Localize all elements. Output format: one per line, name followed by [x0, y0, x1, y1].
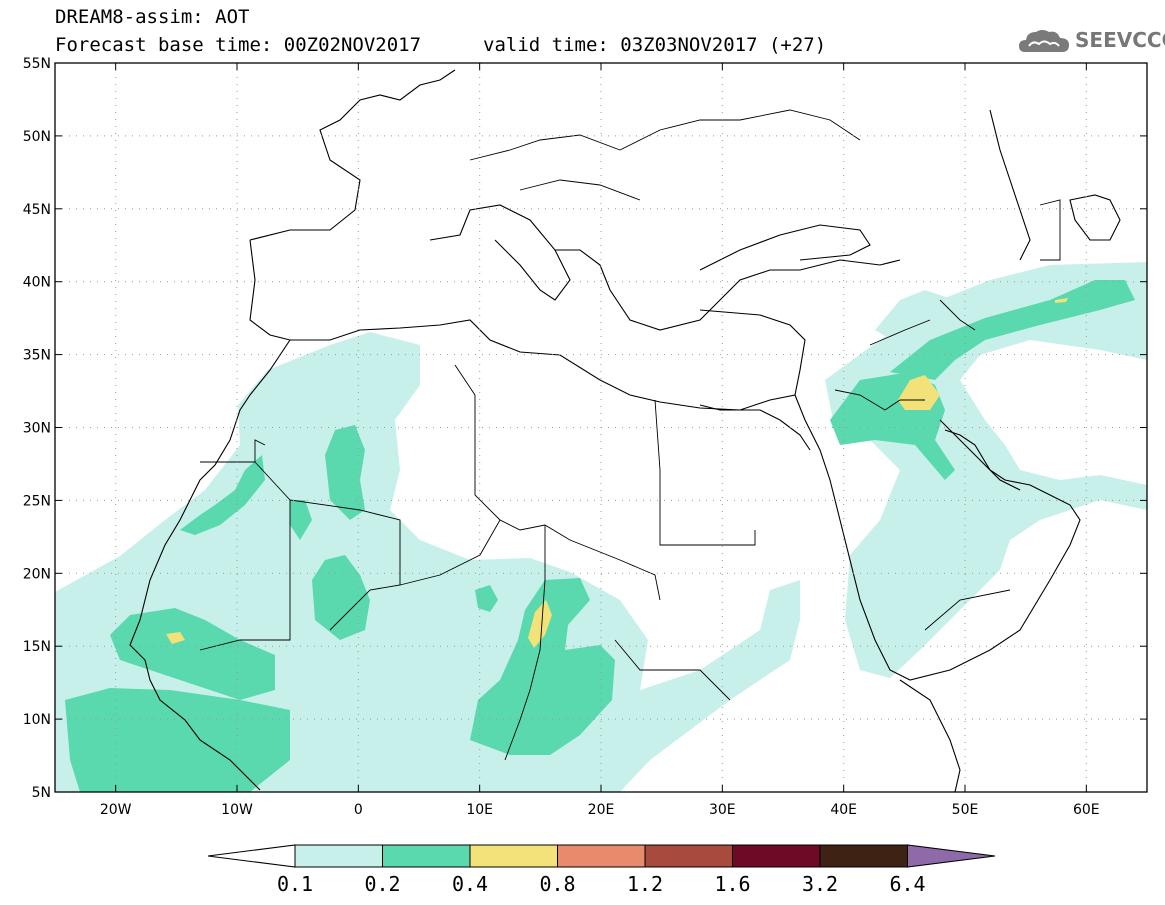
lat-tick-label: 15N: [23, 639, 51, 655]
seevccc-logo: SEEVCCC: [1017, 26, 1165, 56]
coastlines: [129, 69, 1121, 792]
map-grid: [55, 63, 1147, 792]
colorbar-label: 1.2: [627, 872, 663, 896]
valid-time: valid time: 03Z03NOV2017 (+27): [483, 34, 827, 56]
cloud-icon: [1019, 30, 1069, 52]
lat-tick-label: 55N: [23, 56, 51, 72]
forecast-times: Forecast base time: 00Z02NOV2017 valid ti…: [55, 34, 826, 56]
lon-tick-label: 20E: [588, 802, 615, 818]
aot-colorbar: 0.1 0.2 0.4 0.8 1.2 1.6 3.2 6.4: [207, 844, 996, 896]
lat-tick-label: 45N: [23, 202, 51, 218]
lat-tick-label: 35N: [23, 348, 51, 364]
colorbar-label: 1.6: [714, 872, 750, 896]
colorbar-label: 6.4: [889, 872, 925, 896]
colorbar-segment: [469, 844, 558, 868]
country-borders: [199, 109, 1061, 761]
colorbar-label: 0.2: [364, 872, 400, 896]
lat-tick-label: 40N: [23, 275, 51, 291]
colorbar-segment: [819, 844, 908, 868]
lon-tick-label: 50E: [952, 802, 979, 818]
lat-tick-label: 50N: [23, 129, 51, 145]
aot-field: [55, 262, 1147, 792]
colorbar-over-arrow: [907, 844, 996, 868]
colorbar-label: 0.4: [452, 872, 488, 896]
map-title: DREAM8-assim: AOT: [55, 6, 250, 28]
logo-text: SEEVCCC: [1075, 28, 1165, 52]
lon-tick-label: 0: [354, 802, 363, 818]
longitude-axis: 20W 10W 0 10E 20E 30E 40E 50E 60E: [100, 63, 1100, 818]
latitude-axis: 55N 50N 45N 40N 35N 30N 25N 20N 15N 10N 5N: [23, 56, 1147, 801]
lat-tick-label: 5N: [32, 785, 51, 801]
lat-tick-label: 25N: [23, 493, 51, 509]
colorbar-label: 0.8: [539, 872, 575, 896]
lat-tick-label: 20N: [23, 566, 51, 582]
lon-tick-label: 60E: [1073, 802, 1100, 818]
lon-tick-label: 20W: [100, 802, 132, 818]
colorbar-segment: [732, 844, 821, 868]
colorbar-segment: [382, 844, 471, 868]
lat-tick-label: 30N: [23, 421, 51, 437]
colorbar-under-arrow: [207, 844, 296, 868]
colorbar-label: 3.2: [802, 872, 838, 896]
colorbar-segment: [557, 844, 646, 868]
colorbar-label: 0.1: [277, 872, 313, 896]
lon-tick-label: 30E: [709, 802, 736, 818]
base-time: Forecast base time: 00Z02NOV2017: [55, 34, 422, 56]
colorbar-segment: [644, 844, 733, 868]
colorbar-segment: [294, 844, 383, 868]
lon-tick-label: 40E: [830, 802, 857, 818]
lon-tick-label: 10E: [466, 802, 493, 818]
lat-tick-label: 10N: [23, 712, 51, 728]
lon-tick-label: 10W: [221, 802, 253, 818]
